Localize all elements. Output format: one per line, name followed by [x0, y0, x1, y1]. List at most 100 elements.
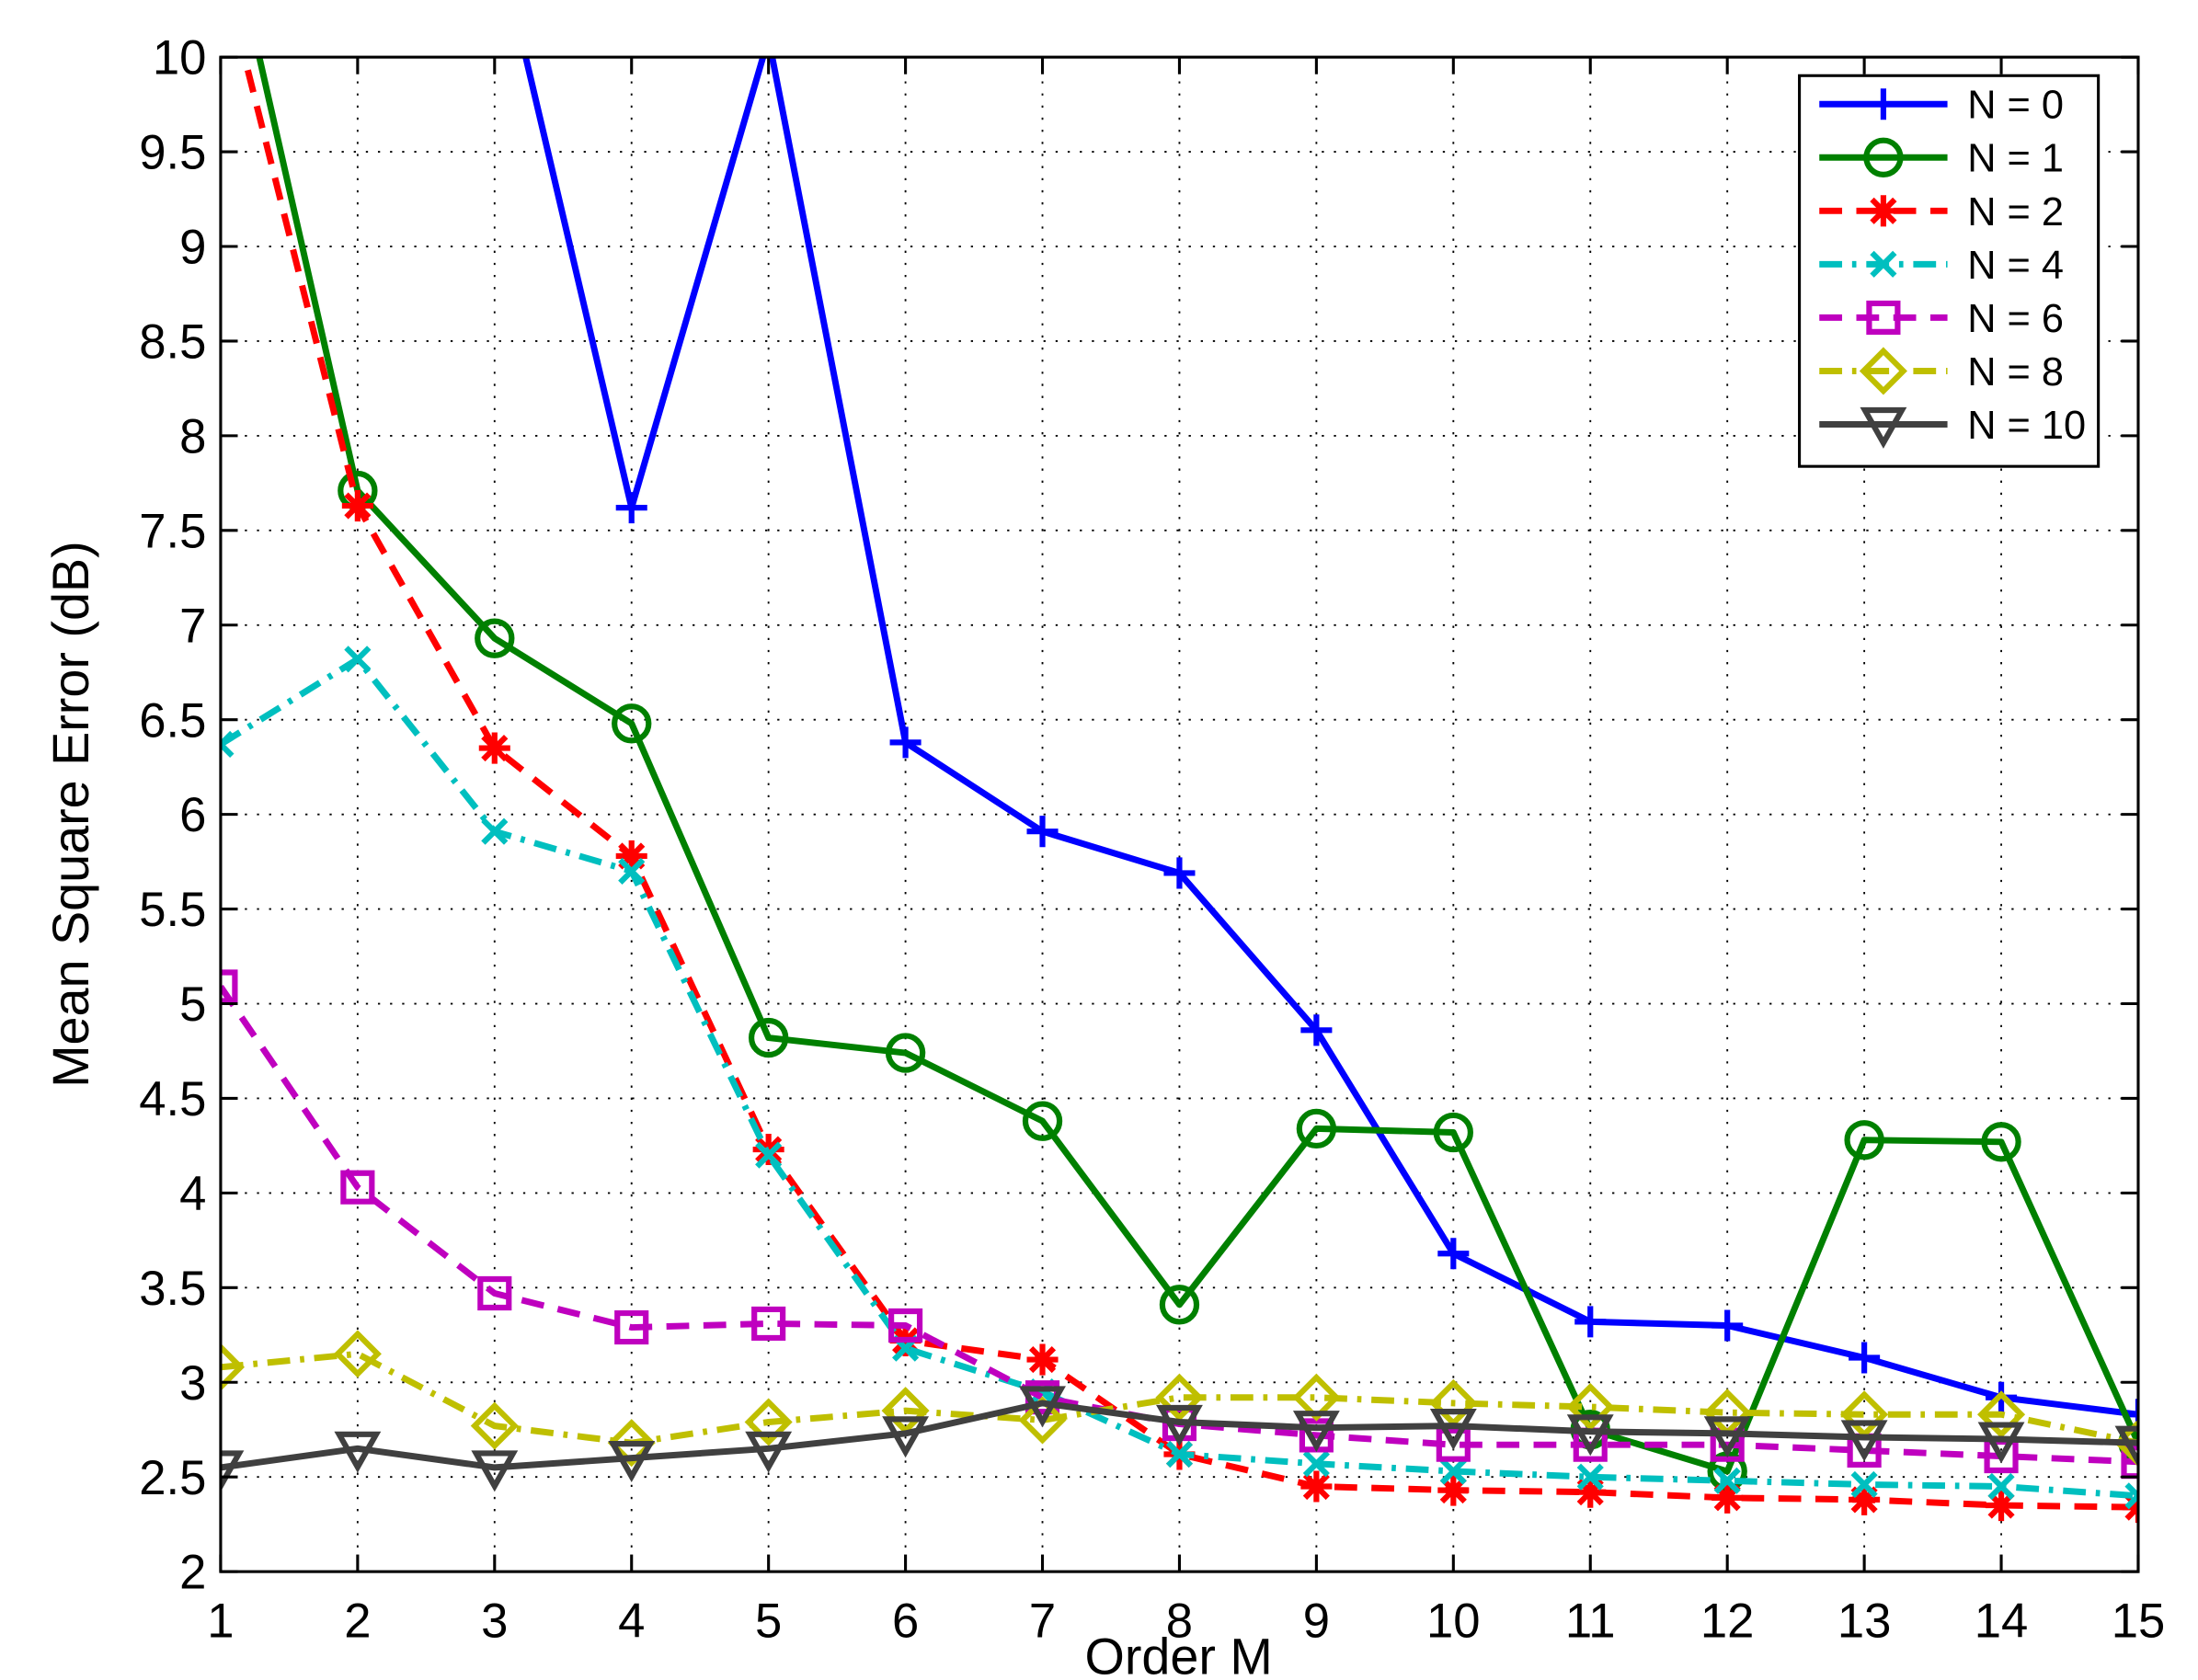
marker: [1429, 1409, 1477, 1451]
x-tick-label: 15: [2112, 1594, 2166, 1648]
legend-marker: [1867, 88, 1899, 120]
y-tick-label: 7: [179, 599, 206, 653]
legend-marker: [1870, 250, 1897, 278]
marker: [1433, 1112, 1473, 1153]
marker: [333, 1330, 382, 1378]
legend-label: N = 2: [1967, 190, 2064, 234]
y-tick-label: 8: [179, 409, 206, 463]
legend-label: N = 8: [1967, 350, 2064, 394]
marker: [1300, 1014, 1333, 1046]
marker: [1713, 1467, 1741, 1494]
y-tick-label: 9: [179, 221, 206, 275]
legend-label: N = 0: [1967, 84, 2064, 128]
legend-label: N = 4: [1967, 244, 2064, 288]
marker: [475, 618, 515, 658]
marker: [1574, 1306, 1607, 1338]
marker: [614, 1309, 649, 1345]
marker: [1844, 1120, 1884, 1160]
marker: [1026, 816, 1059, 848]
marker: [1576, 1463, 1604, 1491]
legend-marker: [1863, 137, 1904, 177]
marker: [1849, 1483, 1881, 1515]
marker: [470, 1401, 519, 1450]
x-tick-label: 1: [207, 1594, 234, 1648]
y-tick-label: 9.5: [139, 126, 206, 180]
x-tick-label: 6: [892, 1594, 919, 1648]
marker: [755, 1141, 783, 1169]
marker: [1026, 1343, 1059, 1376]
marker: [1156, 1404, 1203, 1446]
marker: [753, 23, 784, 54]
y-tick-label: 4.5: [139, 1072, 206, 1126]
marker: [1302, 1450, 1330, 1478]
marker: [1981, 1122, 2021, 1162]
marker: [885, 1033, 926, 1073]
x-tick-label: 3: [481, 1594, 508, 1648]
marker: [1292, 1411, 1340, 1453]
marker: [220, 1343, 245, 1391]
marker: [1159, 1285, 1200, 1325]
marker: [1163, 857, 1196, 889]
y-tick-label: 5.5: [139, 883, 206, 937]
marker: [1018, 1396, 1067, 1445]
y-tick-label: 5: [179, 977, 206, 1032]
y-tick-label: 4: [179, 1167, 206, 1221]
marker: [1292, 1373, 1341, 1422]
y-tick-label: 6.5: [139, 693, 206, 748]
marker: [1977, 1422, 2025, 1464]
marker: [1299, 1418, 1334, 1453]
marker: [889, 726, 922, 759]
legend-label: N = 6: [1967, 297, 2064, 341]
legend-label: N = 10: [1967, 404, 2086, 448]
marker: [478, 732, 510, 764]
marker: [1566, 1382, 1615, 1432]
marker: [888, 1308, 923, 1343]
x-tick-label: 7: [1029, 1594, 1056, 1648]
marker: [481, 817, 509, 845]
x-tick-label: 5: [755, 1594, 782, 1648]
marker: [2124, 1482, 2138, 1510]
x-axis-label: Order M: [1085, 1629, 1273, 1680]
marker: [1296, 1108, 1337, 1149]
marker: [1711, 1309, 1744, 1342]
marker: [220, 969, 238, 1004]
marker: [1840, 1420, 1888, 1462]
y-tick-label: 3: [179, 1356, 206, 1411]
x-tick-label: 9: [1303, 1594, 1330, 1648]
x-tick-label: 11: [1565, 1594, 1616, 1648]
marker: [334, 1431, 382, 1473]
y-tick-label: 7.5: [139, 504, 206, 558]
marker: [751, 1306, 786, 1342]
legend-marker: [1859, 347, 1907, 395]
marker: [882, 1416, 930, 1458]
series-line: [256, 57, 2138, 1475]
marker: [1703, 1416, 1751, 1458]
marker: [477, 1275, 512, 1311]
y-tick-label: 6: [179, 788, 206, 842]
marker: [1849, 1342, 1881, 1374]
x-tick-label: 2: [344, 1594, 371, 1648]
marker: [1711, 1481, 1744, 1514]
marker: [1165, 1440, 1194, 1469]
marker: [2121, 1445, 2138, 1480]
legend-marker: [1866, 300, 1901, 335]
marker: [341, 490, 373, 522]
marker: [2114, 1425, 2138, 1468]
legend-label: N = 1: [1967, 137, 2064, 181]
marker: [612, 703, 652, 744]
marker: [1439, 1457, 1467, 1485]
marker: [607, 1419, 656, 1468]
marker: [744, 1398, 793, 1446]
legend-box: [1798, 74, 2101, 468]
marker: [1986, 1490, 2018, 1522]
y-tick-label: 8.5: [139, 315, 206, 370]
marker: [471, 1450, 519, 1492]
marker: [220, 730, 235, 759]
legend-marker: [1860, 406, 1907, 449]
marker: [1566, 1414, 1614, 1457]
marker: [344, 646, 372, 673]
x-tick-label: 13: [1837, 1594, 1892, 1648]
marker: [748, 1017, 789, 1058]
